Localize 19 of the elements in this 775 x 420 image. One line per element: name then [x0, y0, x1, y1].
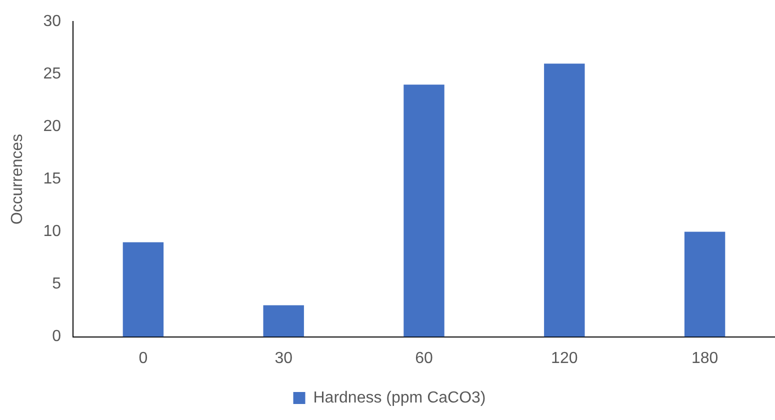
x-tick-label: 120 [551, 350, 578, 367]
bar [684, 232, 726, 337]
y-tick-label: 30 [43, 13, 62, 30]
legend-label: Hardness (ppm CaCO3) [313, 389, 486, 406]
bar [544, 64, 585, 337]
x-tick-label: 30 [274, 350, 293, 367]
bar [263, 305, 304, 337]
y-tick-label: 5 [52, 276, 62, 293]
y-tick-label: 0 [52, 328, 62, 346]
y-tick-label: 25 [43, 66, 62, 83]
y-tick-label: 20 [43, 118, 62, 136]
bar [122, 242, 164, 337]
bar [404, 84, 444, 337]
x-tick-label: 60 [415, 350, 433, 367]
x-tick-label: 180 [691, 350, 718, 367]
x-tick-label: 0 [138, 350, 148, 367]
y-tick-label: 10 [43, 223, 62, 240]
y-tick-label: 15 [43, 170, 62, 188]
y-axis-title: Occurrences [9, 134, 26, 225]
